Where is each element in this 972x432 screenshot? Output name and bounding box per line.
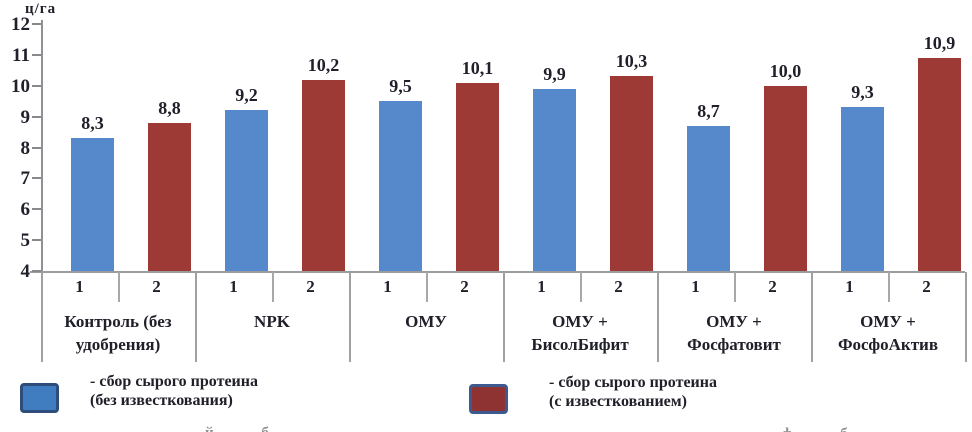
y-axis-tick-label: 11 <box>12 44 30 66</box>
bar-value-label: 10,0 <box>769 60 802 81</box>
y-axis-tick-label: 6 <box>20 199 31 221</box>
y-axis-tick-label: 5 <box>20 230 31 252</box>
category-label: Контроль (без удобрения) <box>64 312 172 354</box>
bar-slot-number: 1 <box>75 277 84 296</box>
series1-swatch <box>20 383 59 413</box>
bar-series2-group6 <box>918 57 961 271</box>
cropped-caption-right: ф б <box>782 426 870 432</box>
slot-divider <box>888 272 890 302</box>
category-divider <box>503 272 505 362</box>
y-axis-tick-mark <box>32 270 41 272</box>
y-axis-tick-mark <box>32 146 41 149</box>
bar-series2-group5 <box>764 85 807 271</box>
bar-slot-number: 1 <box>537 277 546 296</box>
category-label: ОМУ + БисолБифит <box>531 312 629 354</box>
bar-slot-number: 2 <box>614 277 623 296</box>
slot-divider <box>580 272 582 302</box>
category-label: ОМУ <box>405 312 447 331</box>
y-axis-tick-mark <box>32 84 41 87</box>
y-axis-tick-mark <box>32 23 41 25</box>
category-divider <box>41 272 43 362</box>
bar-slot-number: 1 <box>845 277 854 296</box>
x-axis-baseline <box>30 271 965 273</box>
category-divider <box>811 272 813 362</box>
bar-slot-number: 2 <box>460 277 469 296</box>
bar-value-label: 8,7 <box>697 100 720 121</box>
bar-value-label: 10,9 <box>923 32 956 53</box>
bar-value-label: 9,9 <box>543 63 566 84</box>
legend-item-without-liming: - сбор сырого протеина (без известковани… <box>20 373 258 413</box>
bar-series2-group1 <box>148 122 191 271</box>
y-axis-tick-label: 9 <box>20 106 31 128</box>
slot-divider <box>272 272 274 302</box>
legend-item-with-liming: - сбор сырого протеина (с известкованием… <box>469 374 717 414</box>
bar-value-label: 9,3 <box>851 82 874 103</box>
category-label: ОМУ + Фосфатовит <box>687 312 781 354</box>
bar-slot-number: 2 <box>768 277 777 296</box>
category-divider <box>965 272 967 362</box>
y-axis-tick-mark <box>32 115 41 118</box>
y-axis-tick-label: 10 <box>11 75 30 97</box>
y-axis-line <box>41 20 43 271</box>
bar-series2-group2 <box>302 79 345 271</box>
slot-divider <box>734 272 736 302</box>
bar-slot-number: 2 <box>152 277 161 296</box>
category-label: ОМУ + ФосфоАктив <box>837 312 939 354</box>
bar-value-label: 10,1 <box>461 57 494 78</box>
category-label: NPK <box>254 312 290 331</box>
bar-value-label: 10,3 <box>615 51 648 72</box>
y-axis-tick-label: 12 <box>11 14 30 35</box>
bar-series2-group4 <box>610 76 653 271</box>
legend-label-line2: (с известкованием) <box>549 393 687 410</box>
category-divider <box>349 272 351 362</box>
y-axis-tick-mark <box>32 208 41 211</box>
legend-label-line2: (без известкования) <box>90 392 233 409</box>
y-axis-tick-label: 8 <box>20 137 31 159</box>
legend-label-line1: - сбор сырого протеина <box>549 374 717 391</box>
slot-divider <box>118 272 120 302</box>
category-divider <box>657 272 659 362</box>
series2-swatch <box>469 384 508 414</box>
bar-slot-number: 1 <box>691 277 700 296</box>
slot-divider <box>426 272 428 302</box>
y-axis-tick-mark <box>32 177 41 180</box>
cropped-caption-left: й б <box>205 425 291 432</box>
bar-slot-number: 2 <box>922 277 931 296</box>
bar-series1-group4 <box>533 88 576 271</box>
legend-label-line1: - сбор сырого протеина <box>90 373 258 390</box>
bar-value-label: 9,5 <box>389 76 412 97</box>
y-axis-tick-mark <box>32 239 41 242</box>
bar-series1-group6 <box>841 107 884 271</box>
bar-value-label: 10,2 <box>307 54 340 75</box>
category-divider <box>195 272 197 362</box>
bar-value-label: 9,2 <box>235 85 258 106</box>
bar-series1-group5 <box>687 125 730 271</box>
bar-series2-group3 <box>456 82 499 271</box>
bar-series1-group3 <box>379 101 422 271</box>
bar-series1-group1 <box>71 138 114 271</box>
y-axis-tick-mark <box>32 53 41 56</box>
bar-slot-number: 1 <box>229 277 238 296</box>
y-axis-tick-label: 7 <box>20 168 31 190</box>
bar-series1-group2 <box>225 110 268 271</box>
bar-slot-number: 2 <box>306 277 315 296</box>
bar-value-label: 8,8 <box>158 97 181 118</box>
y-axis-tick-label: 4 <box>20 261 31 282</box>
bar-value-label: 8,3 <box>81 113 104 134</box>
bar-slot-number: 1 <box>383 277 392 296</box>
y-axis-unit-label: ц/га <box>25 1 57 17</box>
